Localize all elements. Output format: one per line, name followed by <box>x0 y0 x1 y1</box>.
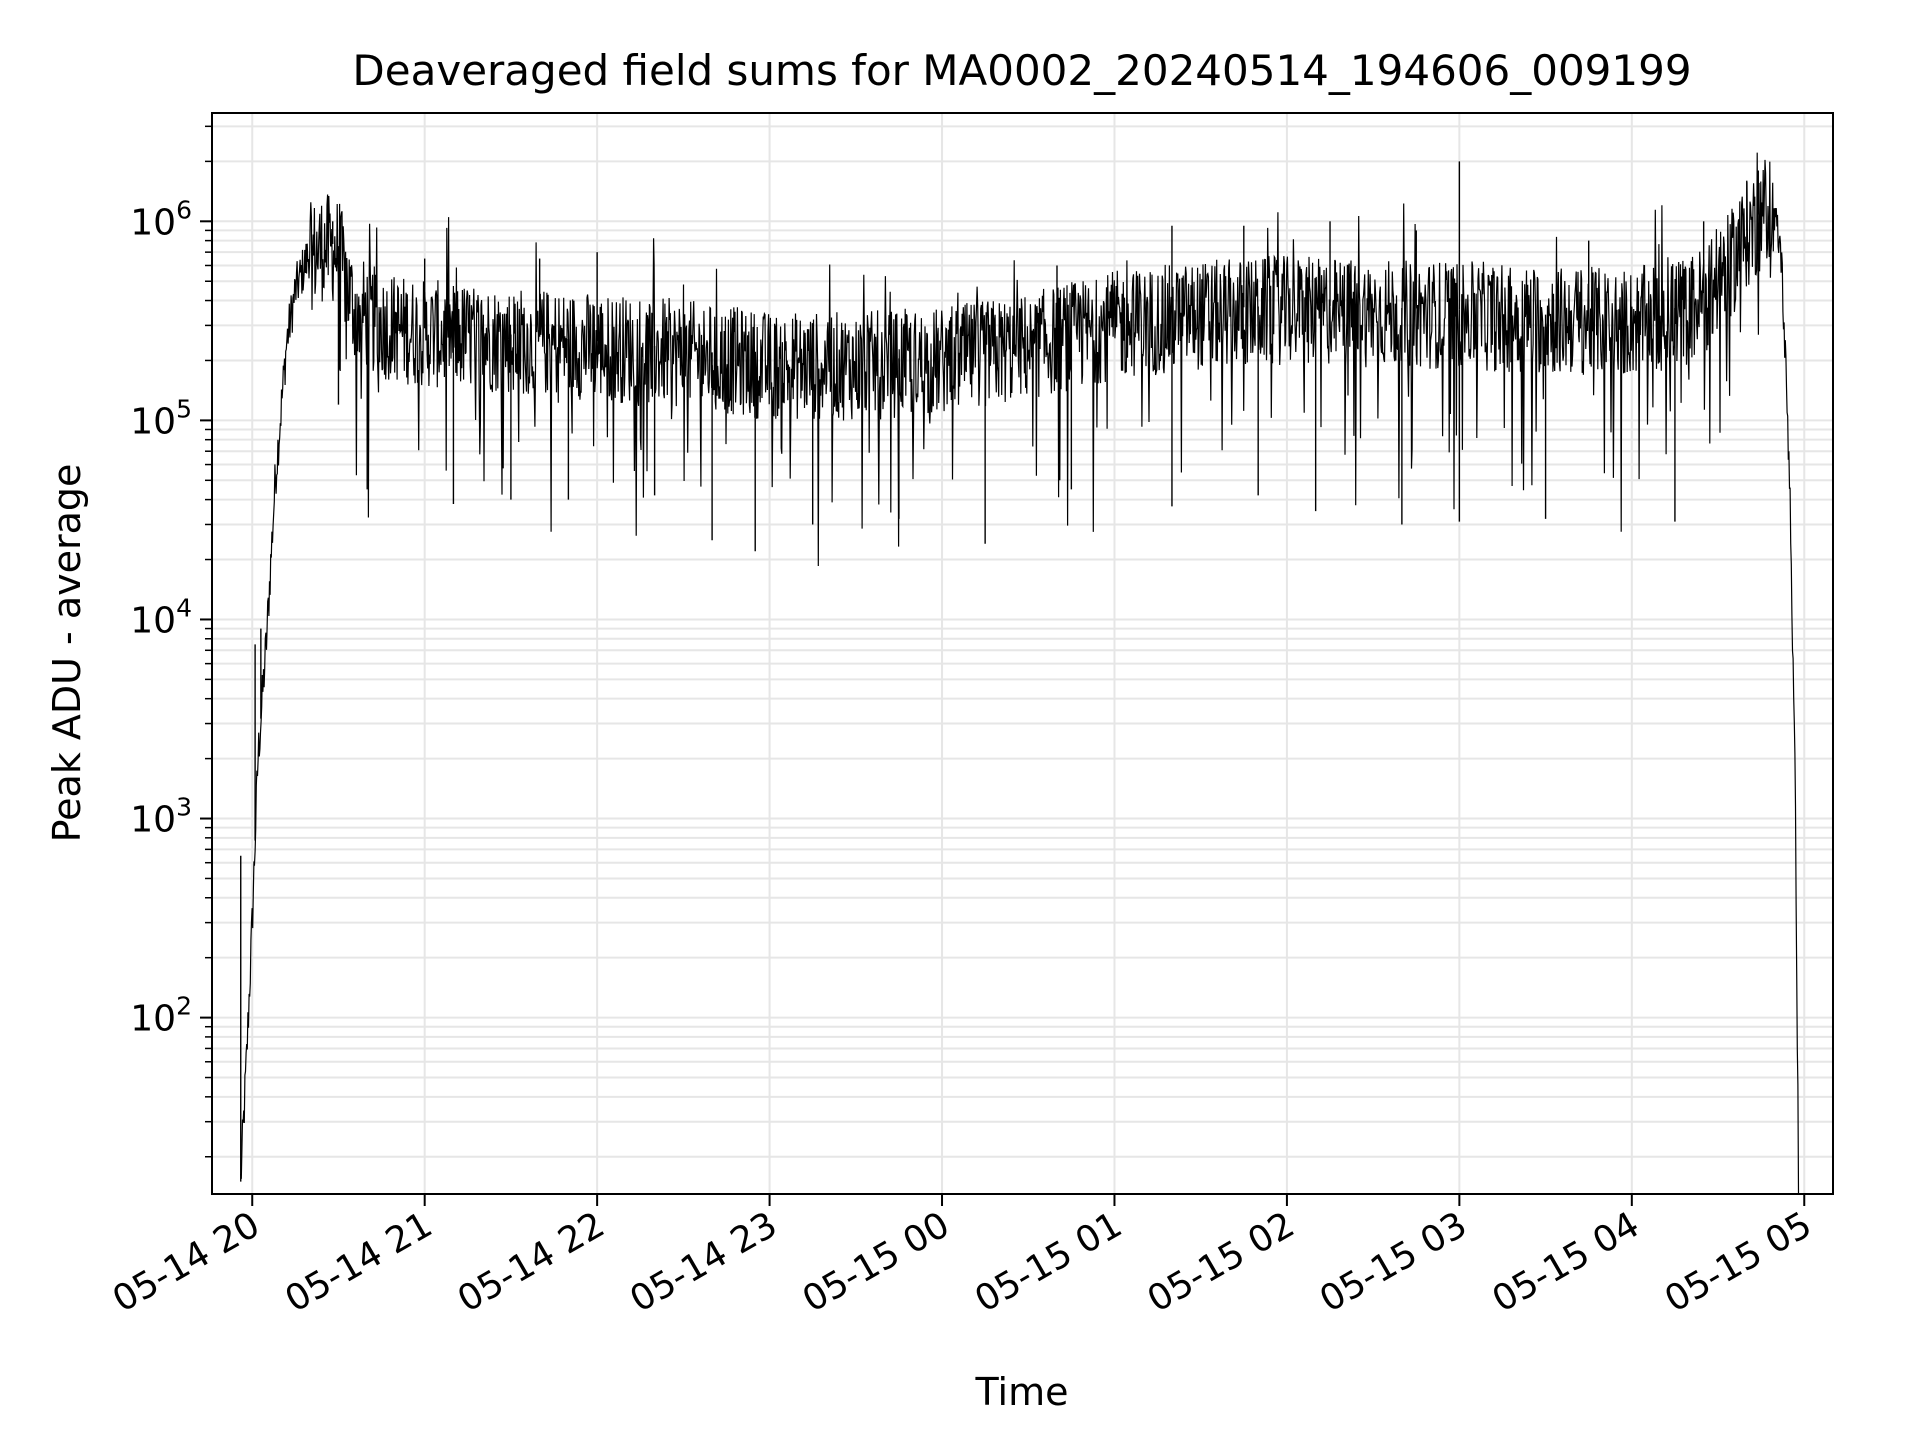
plot-area <box>240 152 1800 1195</box>
y-tick-label: 104 <box>130 593 192 641</box>
y-tick-label: 102 <box>130 992 192 1040</box>
y-tick-label: 106 <box>130 195 192 243</box>
x-axis-label: Time <box>975 1370 1069 1414</box>
series-line <box>240 152 1800 1195</box>
grid <box>212 113 1833 1194</box>
y-axis-label: Peak ADU - average <box>45 464 89 843</box>
chart-title: Deaveraged field sums for MA0002_2024051… <box>352 46 1691 95</box>
y-tick-label: 105 <box>130 394 192 442</box>
axes-frame <box>211 112 1834 1195</box>
y-tick-label: 103 <box>130 793 192 841</box>
